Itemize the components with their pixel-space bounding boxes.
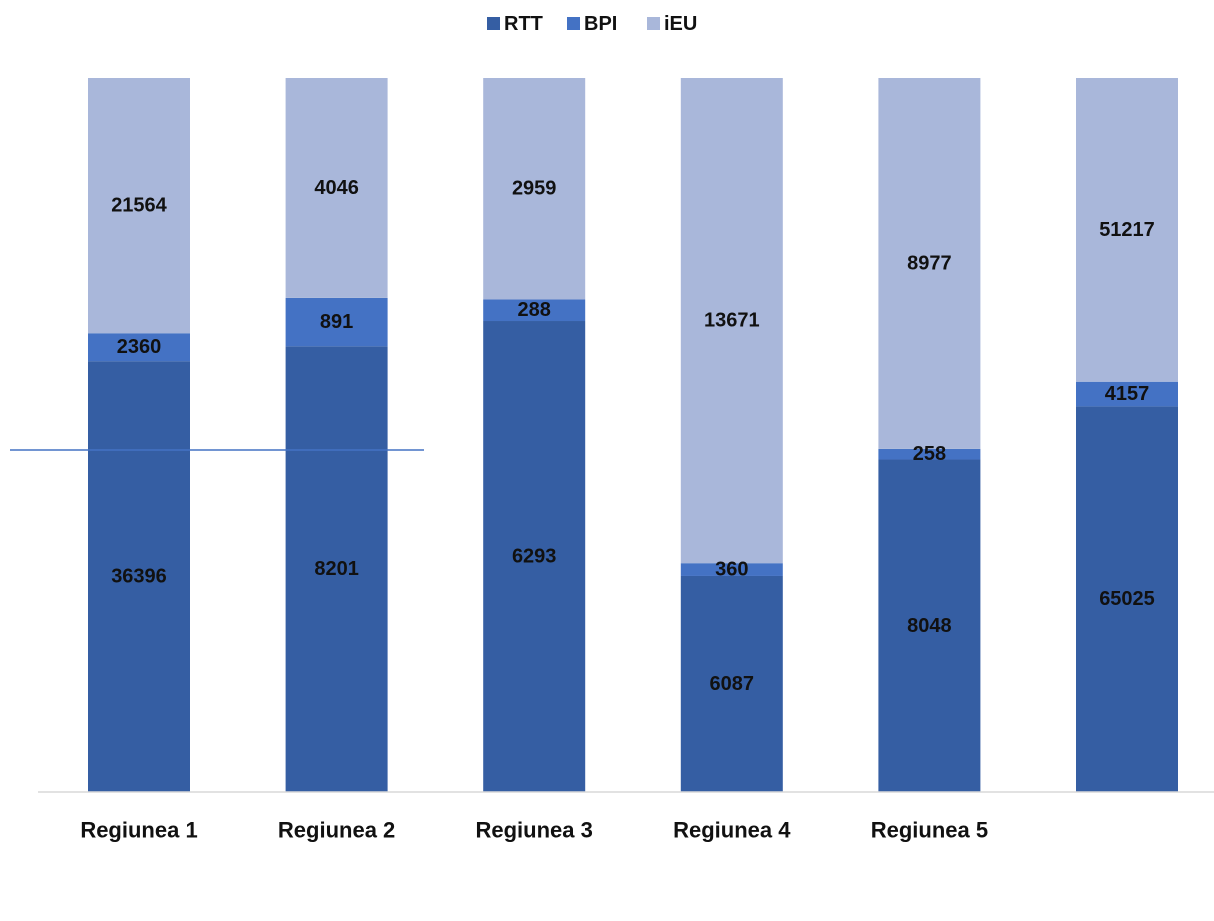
x-tick-label-4: Regiunea 4 xyxy=(673,818,791,843)
legend: RTT BPI iEU xyxy=(487,13,697,35)
x-tick-labels: Regiunea 1 Regiunea 2 Regiunea 3 Regiunea 4… xyxy=(80,818,988,843)
data-label-ieu-6: 51217 xyxy=(1099,219,1155,241)
data-label-bpi-2: 891 xyxy=(320,311,353,333)
data-label-rtt-6: 65025 xyxy=(1099,588,1155,610)
data-label-ieu-4: 13671 xyxy=(704,310,760,332)
bars xyxy=(88,78,1178,792)
data-label-ieu-3: 2959 xyxy=(512,178,557,200)
data-label-rtt-3: 6293 xyxy=(512,546,557,568)
bar-ieu-1 xyxy=(88,78,190,334)
bar-bpi-6 xyxy=(1076,381,1178,407)
data-label-ieu-2: 4046 xyxy=(314,177,359,199)
data-label-rtt-5: 8048 xyxy=(907,615,952,637)
legend-label-bpi: BPI xyxy=(584,13,617,35)
data-label-rtt-4: 6087 xyxy=(710,673,755,695)
data-label-bpi-6: 4157 xyxy=(1105,383,1150,405)
data-label-rtt-1: 36396 xyxy=(111,566,167,588)
legend-swatch-bpi xyxy=(567,17,580,30)
x-tick-label-2: Regiunea 2 xyxy=(278,818,395,843)
bar-ieu-6 xyxy=(1076,78,1178,382)
bar-bpi-4 xyxy=(680,563,783,576)
bar-rtt-4 xyxy=(680,575,783,792)
x-tick-label-3: Regiunea 3 xyxy=(476,818,593,843)
bar-bpi-5 xyxy=(878,448,981,460)
bar-bpi-3 xyxy=(483,299,586,322)
legend-label-ieu: iEU xyxy=(664,13,697,35)
bar-ieu-3 xyxy=(483,78,586,300)
data-label-bpi-1: 2360 xyxy=(117,336,162,358)
x-tick-label-5: Regiunea 5 xyxy=(871,818,988,843)
x-tick-label-1: Regiunea 1 xyxy=(80,818,197,843)
data-label-ieu-5: 8977 xyxy=(907,252,952,274)
bar-rtt-6 xyxy=(1076,406,1178,792)
legend-swatch-rtt xyxy=(487,17,500,30)
bar-ieu-2 xyxy=(285,78,388,298)
bar-bpi-2 xyxy=(285,297,388,347)
data-labels: 36396 2360 21564 8201 891 4046 6293 288 2959 6087… xyxy=(111,177,1155,695)
data-label-bpi-5: 258 xyxy=(913,443,946,465)
bar-rtt-3 xyxy=(483,321,586,792)
data-label-ieu-1: 21564 xyxy=(111,195,167,217)
legend-label-rtt: RTT xyxy=(504,13,543,35)
bar-rtt-5 xyxy=(878,459,981,792)
data-label-bpi-3: 288 xyxy=(518,299,551,321)
bar-rtt-2 xyxy=(285,346,388,792)
data-label-rtt-2: 8201 xyxy=(314,558,359,580)
bar-bpi-1 xyxy=(88,333,190,362)
legend-swatch-ieu xyxy=(647,17,660,30)
bar-ieu-5 xyxy=(878,78,981,449)
data-label-bpi-4: 360 xyxy=(715,559,748,581)
bar-rtt-1 xyxy=(88,361,190,792)
bar-ieu-4 xyxy=(680,78,783,564)
